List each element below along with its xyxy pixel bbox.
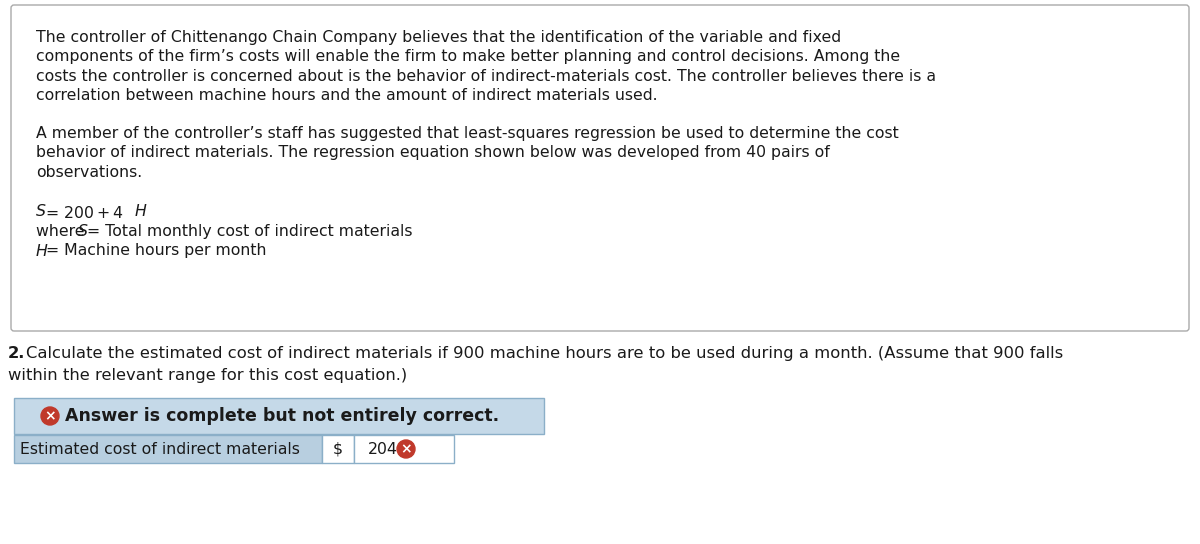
Text: Estimated cost of indirect materials: Estimated cost of indirect materials bbox=[20, 442, 300, 456]
Text: where: where bbox=[36, 224, 90, 239]
FancyBboxPatch shape bbox=[14, 435, 322, 463]
Text: within the relevant range for this cost equation.): within the relevant range for this cost … bbox=[8, 368, 407, 383]
FancyBboxPatch shape bbox=[11, 5, 1189, 331]
Text: observations.: observations. bbox=[36, 165, 143, 180]
Text: = Machine hours per month: = Machine hours per month bbox=[46, 244, 266, 258]
Text: Answer is complete but not entirely correct.: Answer is complete but not entirely corr… bbox=[65, 407, 499, 425]
Text: 204: 204 bbox=[368, 442, 398, 456]
FancyBboxPatch shape bbox=[354, 435, 454, 463]
Text: $: $ bbox=[334, 442, 343, 456]
Text: S: S bbox=[78, 224, 88, 239]
Text: ×: × bbox=[400, 442, 412, 456]
Text: = Total monthly cost of indirect materials: = Total monthly cost of indirect materia… bbox=[88, 224, 413, 239]
Text: The controller of Chittenango Chain Company believes that the identification of : The controller of Chittenango Chain Comp… bbox=[36, 30, 841, 45]
Text: behavior of indirect materials. The regression equation shown below was develope: behavior of indirect materials. The regr… bbox=[36, 145, 830, 160]
FancyBboxPatch shape bbox=[322, 435, 354, 463]
FancyBboxPatch shape bbox=[14, 398, 544, 434]
Text: ×: × bbox=[44, 409, 56, 423]
Text: Calculate the estimated cost of indirect materials if 900 machine hours are to b: Calculate the estimated cost of indirect… bbox=[26, 346, 1063, 361]
Text: 2.: 2. bbox=[8, 346, 25, 361]
Text: H: H bbox=[134, 205, 146, 219]
Text: costs the controller is concerned about is the behavior of indirect-materials co: costs the controller is concerned about … bbox=[36, 69, 936, 84]
Text: = $200 + $4: = $200 + $4 bbox=[46, 205, 124, 220]
Circle shape bbox=[397, 440, 415, 458]
Text: components of the firm’s costs will enable the firm to make better planning and : components of the firm’s costs will enab… bbox=[36, 50, 900, 65]
Text: S: S bbox=[36, 205, 46, 219]
Circle shape bbox=[41, 407, 59, 425]
Text: correlation between machine hours and the amount of indirect materials used.: correlation between machine hours and th… bbox=[36, 89, 658, 103]
Text: H: H bbox=[36, 244, 48, 258]
Text: A member of the controller’s staff has suggested that least-squares regression b: A member of the controller’s staff has s… bbox=[36, 126, 899, 141]
